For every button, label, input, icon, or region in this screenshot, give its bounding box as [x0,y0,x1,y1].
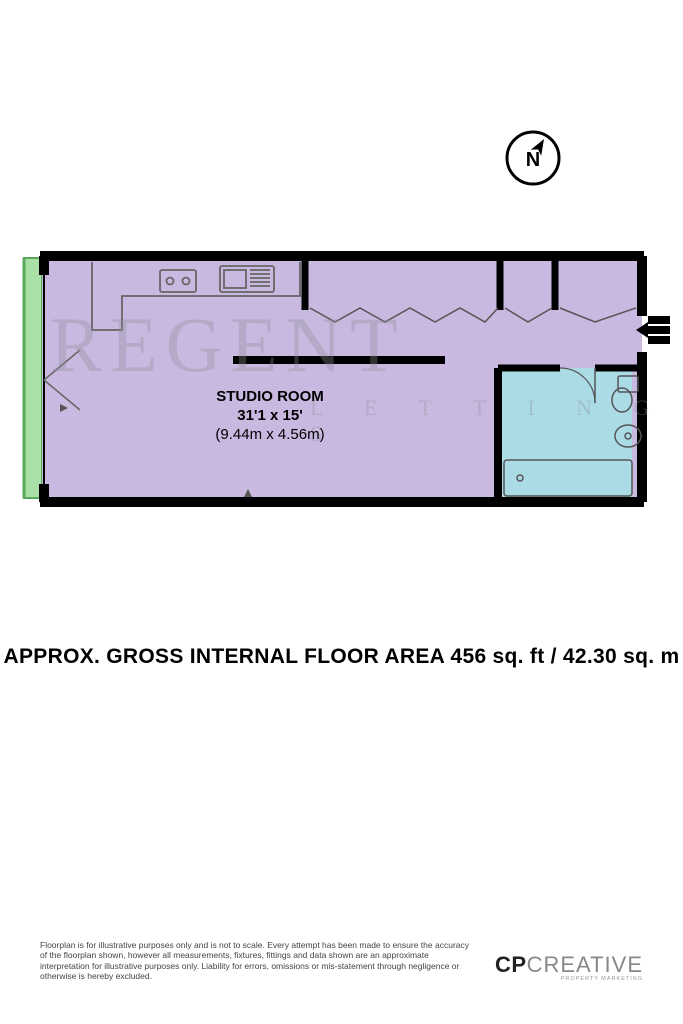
bathroom-fill [498,368,632,498]
room-name: STUDIO ROOM [180,388,360,407]
logo-creative: CREATIVE [527,952,643,977]
studio-room-label: STUDIO ROOM 31'1 x 15' (9.44m x 4.56m) [180,388,360,444]
cpcreative-logo: CPCREATIVE PROPERTY MARKETING [495,952,643,982]
balcony [24,258,42,498]
floor-area-text: APPROX. GROSS INTERNAL FLOOR AREA 456 sq… [0,645,683,669]
room-dims-imperial: 31'1 x 15' [180,407,360,426]
room-dims-metric: (9.44m x 4.56m) [180,426,360,445]
floorplan-svg [0,0,683,560]
floorplan-canvas: N [0,0,683,1024]
disclaimer-text: Floorplan is for illustrative purposes o… [40,940,475,983]
logo-cp: CP [495,952,527,977]
